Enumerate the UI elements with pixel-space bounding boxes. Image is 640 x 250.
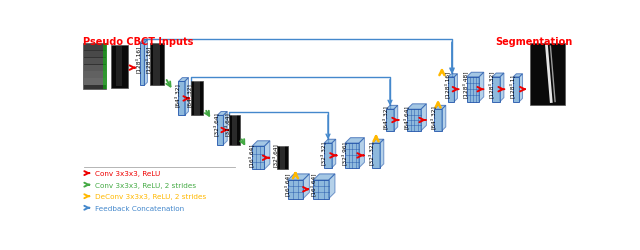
Polygon shape xyxy=(448,78,454,102)
Bar xyxy=(232,116,237,145)
Bar xyxy=(280,146,285,170)
Polygon shape xyxy=(288,180,303,199)
Polygon shape xyxy=(252,141,270,146)
Text: [128³,16]: [128³,16] xyxy=(135,46,141,73)
Polygon shape xyxy=(288,174,309,180)
Polygon shape xyxy=(421,104,426,131)
Polygon shape xyxy=(492,74,504,78)
Polygon shape xyxy=(252,146,264,170)
Bar xyxy=(277,146,288,170)
Polygon shape xyxy=(434,106,446,110)
Bar xyxy=(116,47,122,87)
Polygon shape xyxy=(372,140,384,143)
Bar xyxy=(84,72,106,78)
Text: Pseudo CBCT Inputs: Pseudo CBCT Inputs xyxy=(83,37,193,47)
Bar xyxy=(153,44,160,85)
Polygon shape xyxy=(500,74,504,102)
Text: [32³,32]: [32³,32] xyxy=(368,140,374,164)
Bar xyxy=(84,65,106,71)
Polygon shape xyxy=(407,104,426,110)
Bar xyxy=(191,82,204,116)
Polygon shape xyxy=(467,73,484,78)
Polygon shape xyxy=(386,110,394,131)
Text: [64³,32]: [64³,32] xyxy=(430,104,435,128)
Polygon shape xyxy=(303,174,309,199)
Polygon shape xyxy=(179,82,184,116)
Polygon shape xyxy=(179,78,189,82)
Polygon shape xyxy=(479,73,484,102)
Text: Conv 3x3x3, ReLU: Conv 3x3x3, ReLU xyxy=(95,170,160,176)
Text: Segmentation: Segmentation xyxy=(495,37,573,47)
Bar xyxy=(84,44,106,51)
Polygon shape xyxy=(372,144,380,168)
Polygon shape xyxy=(386,106,397,110)
Polygon shape xyxy=(313,174,335,180)
Polygon shape xyxy=(359,138,364,168)
Polygon shape xyxy=(407,110,421,131)
Text: [64³,32]: [64³,32] xyxy=(174,83,180,107)
Polygon shape xyxy=(380,140,384,168)
Polygon shape xyxy=(324,140,336,143)
Polygon shape xyxy=(223,112,227,145)
Bar xyxy=(194,82,200,116)
Polygon shape xyxy=(513,78,520,102)
Polygon shape xyxy=(217,112,227,116)
Bar xyxy=(83,44,106,90)
Bar xyxy=(531,44,565,105)
Polygon shape xyxy=(434,110,442,131)
Text: [32³,96]: [32³,96] xyxy=(340,140,346,164)
Bar xyxy=(103,44,107,90)
Text: [16³,64]: [16³,64] xyxy=(284,171,290,195)
Text: [128³,48]: [128³,48] xyxy=(462,70,468,98)
Polygon shape xyxy=(492,78,500,102)
Polygon shape xyxy=(332,140,336,168)
Polygon shape xyxy=(520,74,522,102)
Text: Conv 3x3x3, ReLU, 2 strides: Conv 3x3x3, ReLU, 2 strides xyxy=(95,182,196,188)
Text: [64³,32]: [64³,32] xyxy=(381,104,387,128)
Polygon shape xyxy=(264,141,270,170)
Polygon shape xyxy=(345,144,359,168)
Text: [16³,64]: [16³,64] xyxy=(310,171,316,195)
Text: [32³,64]: [32³,64] xyxy=(273,143,278,167)
Text: [64³,64]: [64³,64] xyxy=(403,104,408,128)
Polygon shape xyxy=(454,74,458,102)
Bar xyxy=(111,45,128,88)
Polygon shape xyxy=(467,78,479,102)
Text: [32³,64]: [32³,64] xyxy=(225,112,230,136)
Polygon shape xyxy=(513,74,522,78)
Text: [128³,16]: [128³,16] xyxy=(444,70,449,98)
Text: [64³,32]: [64³,32] xyxy=(186,83,192,107)
Polygon shape xyxy=(442,106,446,131)
Polygon shape xyxy=(324,144,332,168)
Polygon shape xyxy=(329,174,335,199)
Polygon shape xyxy=(448,74,458,78)
Text: [128³,16]: [128³,16] xyxy=(145,46,151,73)
Bar xyxy=(229,116,239,145)
Polygon shape xyxy=(145,41,147,86)
Text: [128³,1]: [128³,1] xyxy=(509,74,515,98)
Polygon shape xyxy=(345,138,364,143)
Bar xyxy=(84,52,106,58)
Text: DeConv 3x3x3, ReLU, 2 strides: DeConv 3x3x3, ReLU, 2 strides xyxy=(95,194,206,200)
Text: [128³,32]: [128³,32] xyxy=(488,70,493,98)
Text: [16³,64]: [16³,64] xyxy=(248,143,253,167)
Bar xyxy=(84,58,106,64)
Polygon shape xyxy=(313,180,329,199)
Polygon shape xyxy=(184,78,189,116)
Bar xyxy=(150,44,164,85)
Polygon shape xyxy=(217,116,223,145)
Text: Feedback Concatenation: Feedback Concatenation xyxy=(95,205,184,211)
Polygon shape xyxy=(394,106,397,131)
Text: [32³,64]: [32³,64] xyxy=(212,112,218,136)
Text: [32³,32]: [32³,32] xyxy=(320,140,325,164)
Polygon shape xyxy=(140,44,145,86)
Bar xyxy=(84,79,106,85)
Polygon shape xyxy=(140,41,147,44)
